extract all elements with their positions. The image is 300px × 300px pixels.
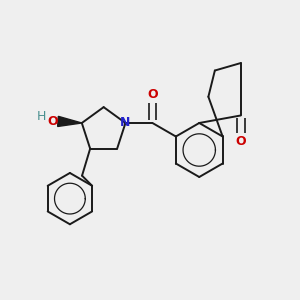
Text: H: H	[37, 110, 46, 124]
Text: O: O	[147, 88, 158, 101]
Text: N: N	[120, 116, 131, 130]
Text: O: O	[236, 135, 246, 148]
Text: O: O	[48, 115, 58, 128]
Polygon shape	[58, 116, 82, 127]
